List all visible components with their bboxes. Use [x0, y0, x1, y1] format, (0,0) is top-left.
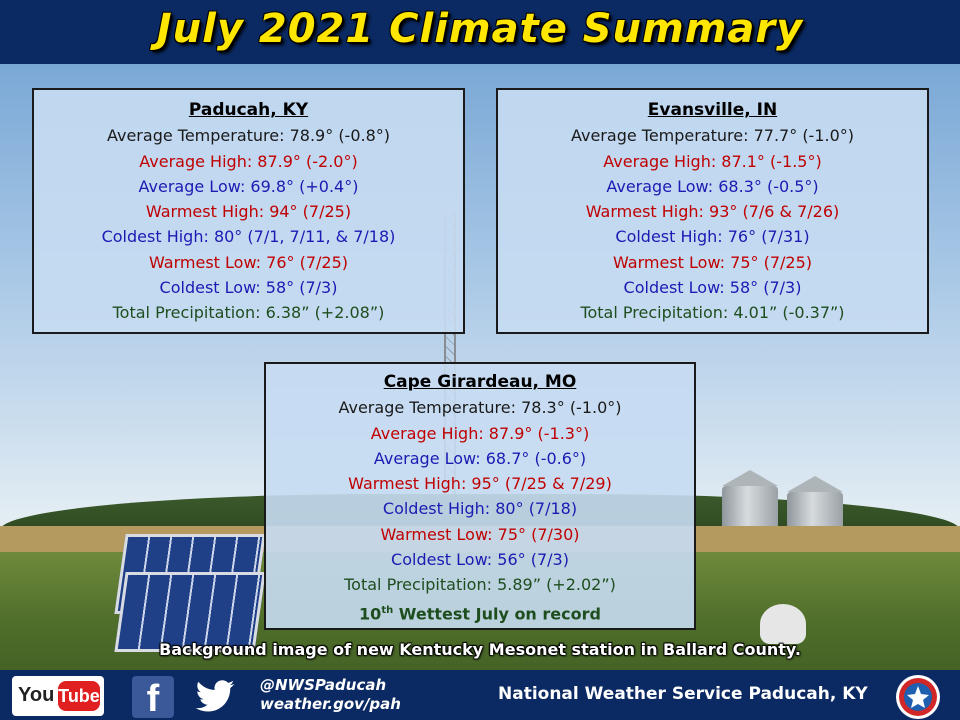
youtube-you-text: You: [18, 684, 55, 706]
record-ordinal: 10: [359, 604, 382, 623]
average-low: Average Low: 68.3° (-0.5°): [606, 176, 819, 196]
warmest-high: Warmest High: 94° (7/25): [145, 202, 352, 222]
silo: [787, 492, 843, 532]
header-banner: [0, 0, 960, 64]
record-ordinal-suffix: th: [381, 604, 394, 616]
nws-logo-icon: [896, 675, 940, 719]
average-high: Average High: 87.1° (-1.5°): [603, 151, 822, 171]
youtube-tube-text: Tube: [58, 681, 100, 711]
silo-roof: [722, 470, 778, 486]
warmest-low: Warmest Low: 75° (7/25): [613, 252, 812, 272]
total-precipitation: Total Precipitation: 5.89” (+2.02”): [344, 575, 616, 595]
cape-girardeau-summary-box: Cape Girardeau, MO Average Temperature: …: [264, 362, 696, 630]
paducah-summary-box: Paducah, KY Average Temperature: 78.9° (…: [32, 88, 465, 334]
social-handles: @NWSPaducah weather.gov/pah: [260, 676, 401, 714]
coldest-low: Coldest Low: 56° (7/3): [391, 550, 569, 570]
average-high: Average High: 87.9° (-2.0°): [139, 151, 358, 171]
warmest-low: Warmest Low: 76° (7/25): [149, 252, 348, 272]
average-temperature: Average Temperature: 77.7° (-1.0°): [570, 126, 855, 146]
average-temperature: Average Temperature: 78.9° (-0.8°): [106, 126, 391, 146]
total-precipitation: Total Precipitation: 6.38” (+2.08”): [112, 303, 385, 323]
rain-gauge: [760, 604, 806, 644]
station-name: Cape Girardeau, MO: [383, 372, 577, 392]
silo: [722, 486, 778, 532]
station-name: Paducah, KY: [188, 100, 309, 120]
twitter-handle[interactable]: @NWSPaducah: [260, 676, 387, 694]
warmest-high: Warmest High: 95° (7/25 & 7/29): [348, 474, 612, 494]
coldest-high: Coldest High: 80° (7/1, 7/11, & 7/18): [101, 227, 396, 247]
average-high: Average High: 87.9° (-1.3°): [370, 423, 590, 443]
warmest-low: Warmest Low: 75° (7/30): [380, 524, 580, 544]
average-low: Average Low: 68.7° (-0.6°): [373, 448, 587, 468]
facebook-icon[interactable]: f: [132, 676, 174, 720]
average-temperature: Average Temperature: 78.3° (-1.0°): [338, 398, 622, 418]
record-text: Wettest July on record: [393, 604, 601, 623]
twitter-icon[interactable]: [192, 676, 238, 718]
average-low: Average Low: 69.8° (+0.4°): [138, 176, 359, 196]
youtube-icon[interactable]: You Tube: [12, 676, 104, 716]
station-name: Evansville, IN: [647, 100, 778, 120]
coldest-low: Coldest Low: 58° (7/3): [159, 278, 338, 298]
warmest-high: Warmest High: 93° (7/6 & 7/26): [585, 202, 840, 222]
page-title: July 2021 Climate Summary: [156, 6, 804, 52]
record-note: 10th Wettest July on record: [266, 598, 694, 627]
evansville-summary-box: Evansville, IN Average Temperature: 77.7…: [496, 88, 929, 334]
office-name: National Weather Service Paducah, KY: [498, 684, 868, 704]
total-precipitation: Total Precipitation: 4.01” (-0.37”): [580, 303, 845, 323]
background-caption: Background image of new Kentucky Mesonet…: [159, 640, 801, 659]
coldest-high: Coldest High: 80° (7/18): [382, 499, 578, 519]
website-link[interactable]: weather.gov/pah: [260, 695, 401, 713]
silo-roof: [787, 476, 843, 492]
coldest-low: Coldest Low: 58° (7/3): [623, 278, 802, 298]
coldest-high: Coldest High: 76° (7/31): [615, 227, 810, 247]
